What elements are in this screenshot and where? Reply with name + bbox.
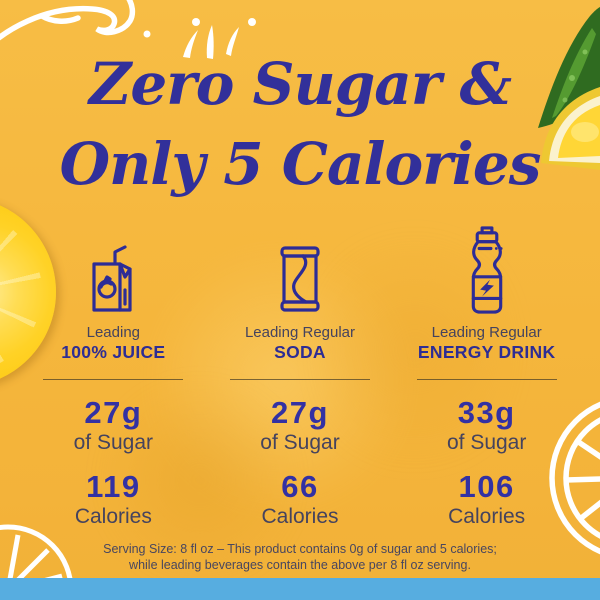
calories-amount: 119 [86, 469, 141, 504]
sugar-label: of Sugar [73, 431, 154, 454]
category-name: 100% JUICE [61, 342, 166, 362]
energy-drink-bottle-icon [457, 226, 517, 316]
soda-can-icon [272, 228, 328, 316]
calories-label: Calories [74, 505, 152, 528]
serving-size-footnote: Serving Size: 8 fl oz – This product con… [0, 541, 600, 573]
column-divider [416, 379, 557, 380]
category-qualifier: Leading [86, 324, 141, 341]
column-divider [229, 379, 370, 380]
column-soda: Leading Regular SODA 27g of Sugar 66 Cal… [207, 228, 394, 529]
column-energy-drink: Leading Regular ENERGY DRINK 33g of Suga… [393, 226, 580, 529]
sugar-amount: 27g [84, 395, 143, 430]
headline-line-1: Zero Sugar & [89, 50, 512, 118]
category-qualifier: Leading Regular [244, 324, 356, 341]
footnote-line-2: while leading beverages contain the abov… [129, 558, 471, 572]
juice-box-icon [82, 228, 144, 316]
calories-amount: 106 [458, 469, 515, 504]
category-name: ENERGY DRINK [417, 342, 556, 362]
calories-label: Calories [448, 505, 526, 528]
footer-color-bar [0, 578, 600, 600]
category-qualifier: Leading Regular [431, 324, 542, 341]
sugar-amount: 27g [271, 395, 329, 430]
category-name: SODA [274, 342, 326, 362]
calories-amount: 66 [281, 469, 319, 504]
column-juice: Leading 100% JUICE 27g of Sugar 119 Calo… [20, 228, 207, 529]
sugar-amount: 33g [457, 395, 516, 430]
sugar-label: of Sugar [260, 431, 340, 454]
headline-line-2: Only 5 Calories [59, 130, 542, 198]
headline: Zero Sugar & Only 5 Calories [0, 44, 600, 204]
column-divider [43, 379, 184, 380]
footnote-line-1: Serving Size: 8 fl oz – This product con… [103, 542, 497, 556]
calories-label: Calories [261, 505, 339, 528]
beverage-comparison: Leading 100% JUICE 27g of Sugar 119 Calo… [20, 226, 580, 529]
sugar-label: of Sugar [446, 431, 527, 454]
